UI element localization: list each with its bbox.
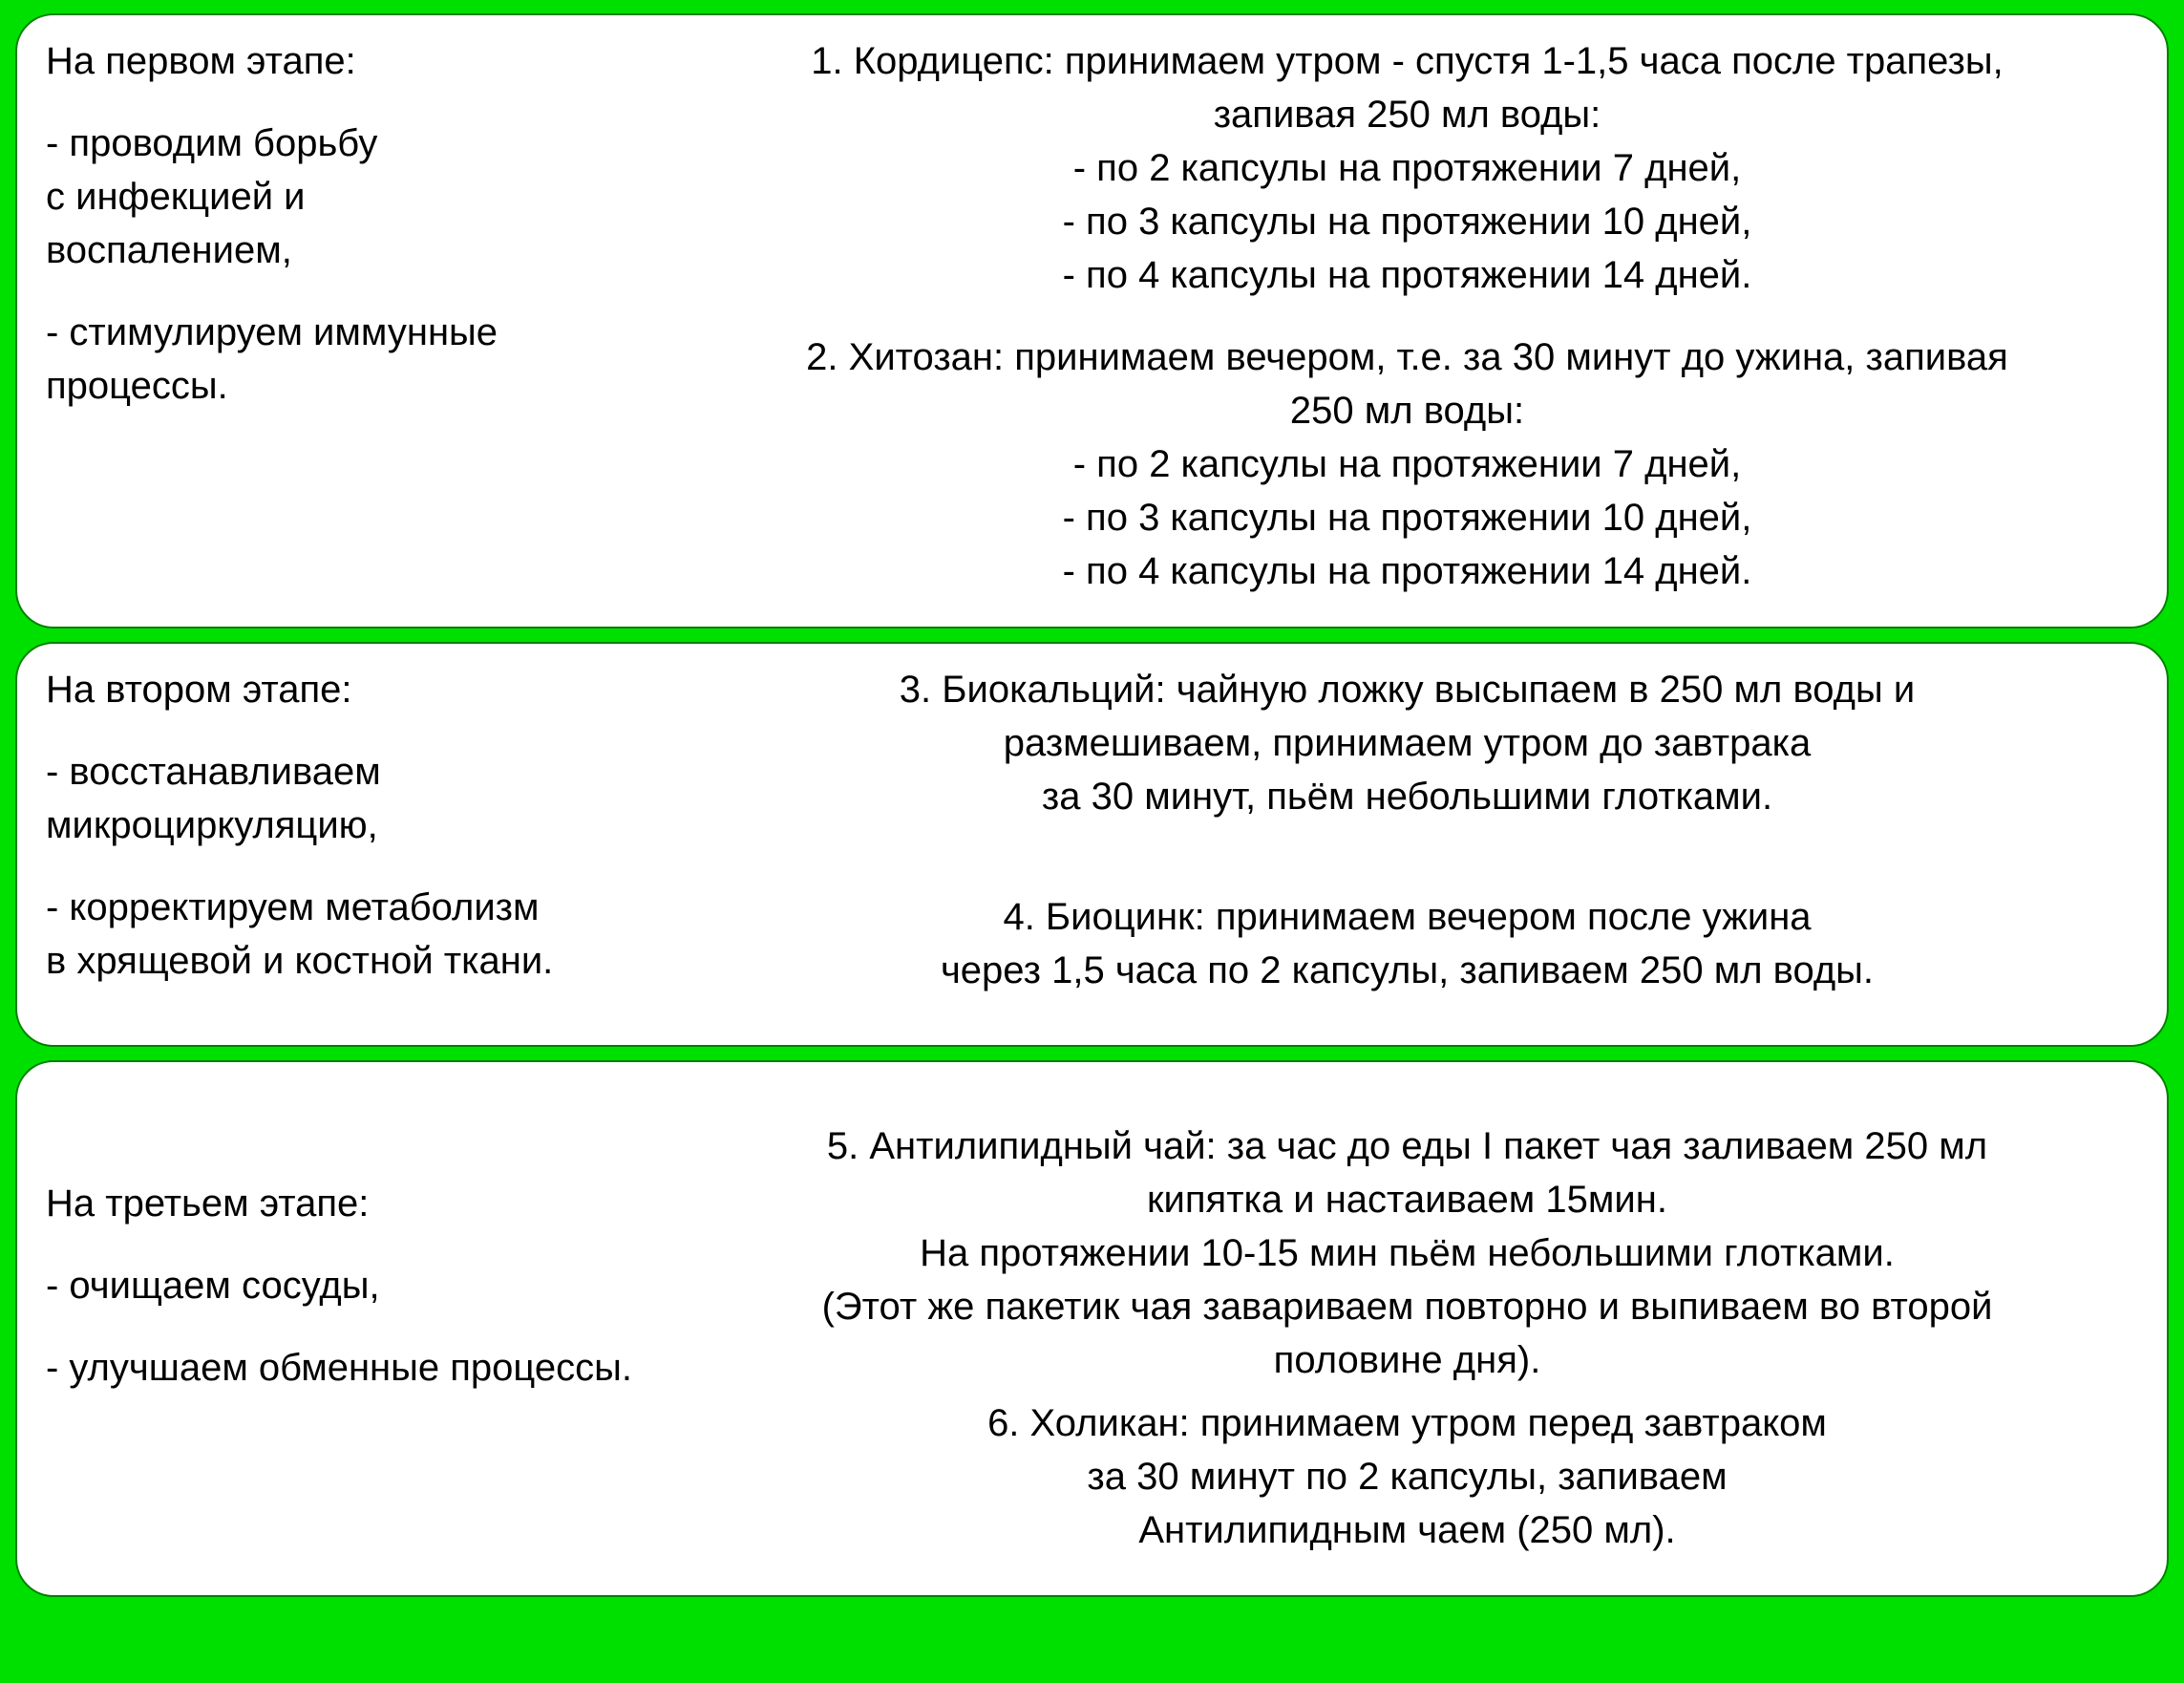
stage-right-1: 1. Кордицепс: принимаем утром - спустя 1… (676, 34, 2138, 598)
stage-panel-2: На втором этапе: - восстанавливаеммикроц… (15, 642, 2169, 1047)
supplement-lead: 4. Биоцинк: принимаем вечером после ужин… (941, 896, 1874, 991)
stage-point: - стимулируем иммунныепроцессы. (46, 306, 638, 413)
dosage-line: - по 3 капсулы на протяжении 10 дней, (676, 195, 2138, 248)
supplement-item: 6. Холикан: принимаем утром перед завтра… (676, 1396, 2138, 1557)
stage-point: - очищаем сосуды, (46, 1259, 638, 1312)
stage-point: - проводим борьбус инфекцией ивоспаление… (46, 117, 638, 277)
stage-point: - корректируем метаболизмв хрящевой и ко… (46, 881, 638, 988)
supplement-lead: 3. Биокальций: чайную ложку высыпаем в 2… (900, 669, 1915, 818)
dosage-line: - по 2 капсулы на протяжении 7 дней, (676, 141, 2138, 195)
stage-panel-1: На первом этапе: - проводим борьбус инфе… (15, 13, 2169, 628)
dosage-line: - по 4 капсулы на протяжении 14 дней. (676, 544, 2138, 598)
dosage-line: - по 3 капсулы на протяжении 10 дней, (676, 491, 2138, 544)
stage-title: На втором этапе: (46, 663, 638, 716)
supplement-item: 4. Биоцинк: принимаем вечером после ужин… (676, 890, 2138, 997)
supplement-item: 1. Кордицепс: принимаем утром - спустя 1… (676, 34, 2138, 302)
stage-point: - восстанавливаеммикроциркуляцию, (46, 745, 638, 852)
dosage-line: - по 2 капсулы на протяжении 7 дней, (676, 437, 2138, 491)
stage-title: На третьем этапе: (46, 1177, 638, 1230)
stage-left-3: На третьем этапе: - очищаем сосуды, - ул… (46, 1119, 638, 1557)
dosage-line: - по 4 капсулы на протяжении 14 дней. (676, 248, 2138, 302)
supplement-lead: 5. Антилипидный чай: за час до еды I пак… (822, 1125, 1993, 1381)
stage-right-2: 3. Биокальций: чайную ложку высыпаем в 2… (676, 663, 2138, 1016)
supplement-item: 3. Биокальций: чайную ложку высыпаем в 2… (676, 663, 2138, 823)
supplement-item: 5. Антилипидный чай: за час до еды I пак… (676, 1119, 2138, 1387)
supplement-lead: 1. Кордицепс: принимаем утром - спустя 1… (811, 40, 2003, 136)
stage-point: - улучшаем обменные процессы. (46, 1341, 638, 1395)
supplement-item: 2. Хитозан: принимаем вечером, т.е. за 3… (676, 330, 2138, 598)
stage-left-2: На втором этапе: - восстанавливаеммикроц… (46, 663, 638, 1016)
stage-left-1: На первом этапе: - проводим борьбус инфе… (46, 34, 638, 598)
stage-right-3: 5. Антилипидный чай: за час до еды I пак… (676, 1119, 2138, 1557)
stage-title: На первом этапе: (46, 34, 638, 88)
supplement-lead: 6. Холикан: принимаем утром перед завтра… (987, 1402, 1827, 1551)
supplement-lead: 2. Хитозан: принимаем вечером, т.е. за 3… (806, 336, 2008, 432)
stage-panel-3: На третьем этапе: - очищаем сосуды, - ул… (15, 1060, 2169, 1597)
